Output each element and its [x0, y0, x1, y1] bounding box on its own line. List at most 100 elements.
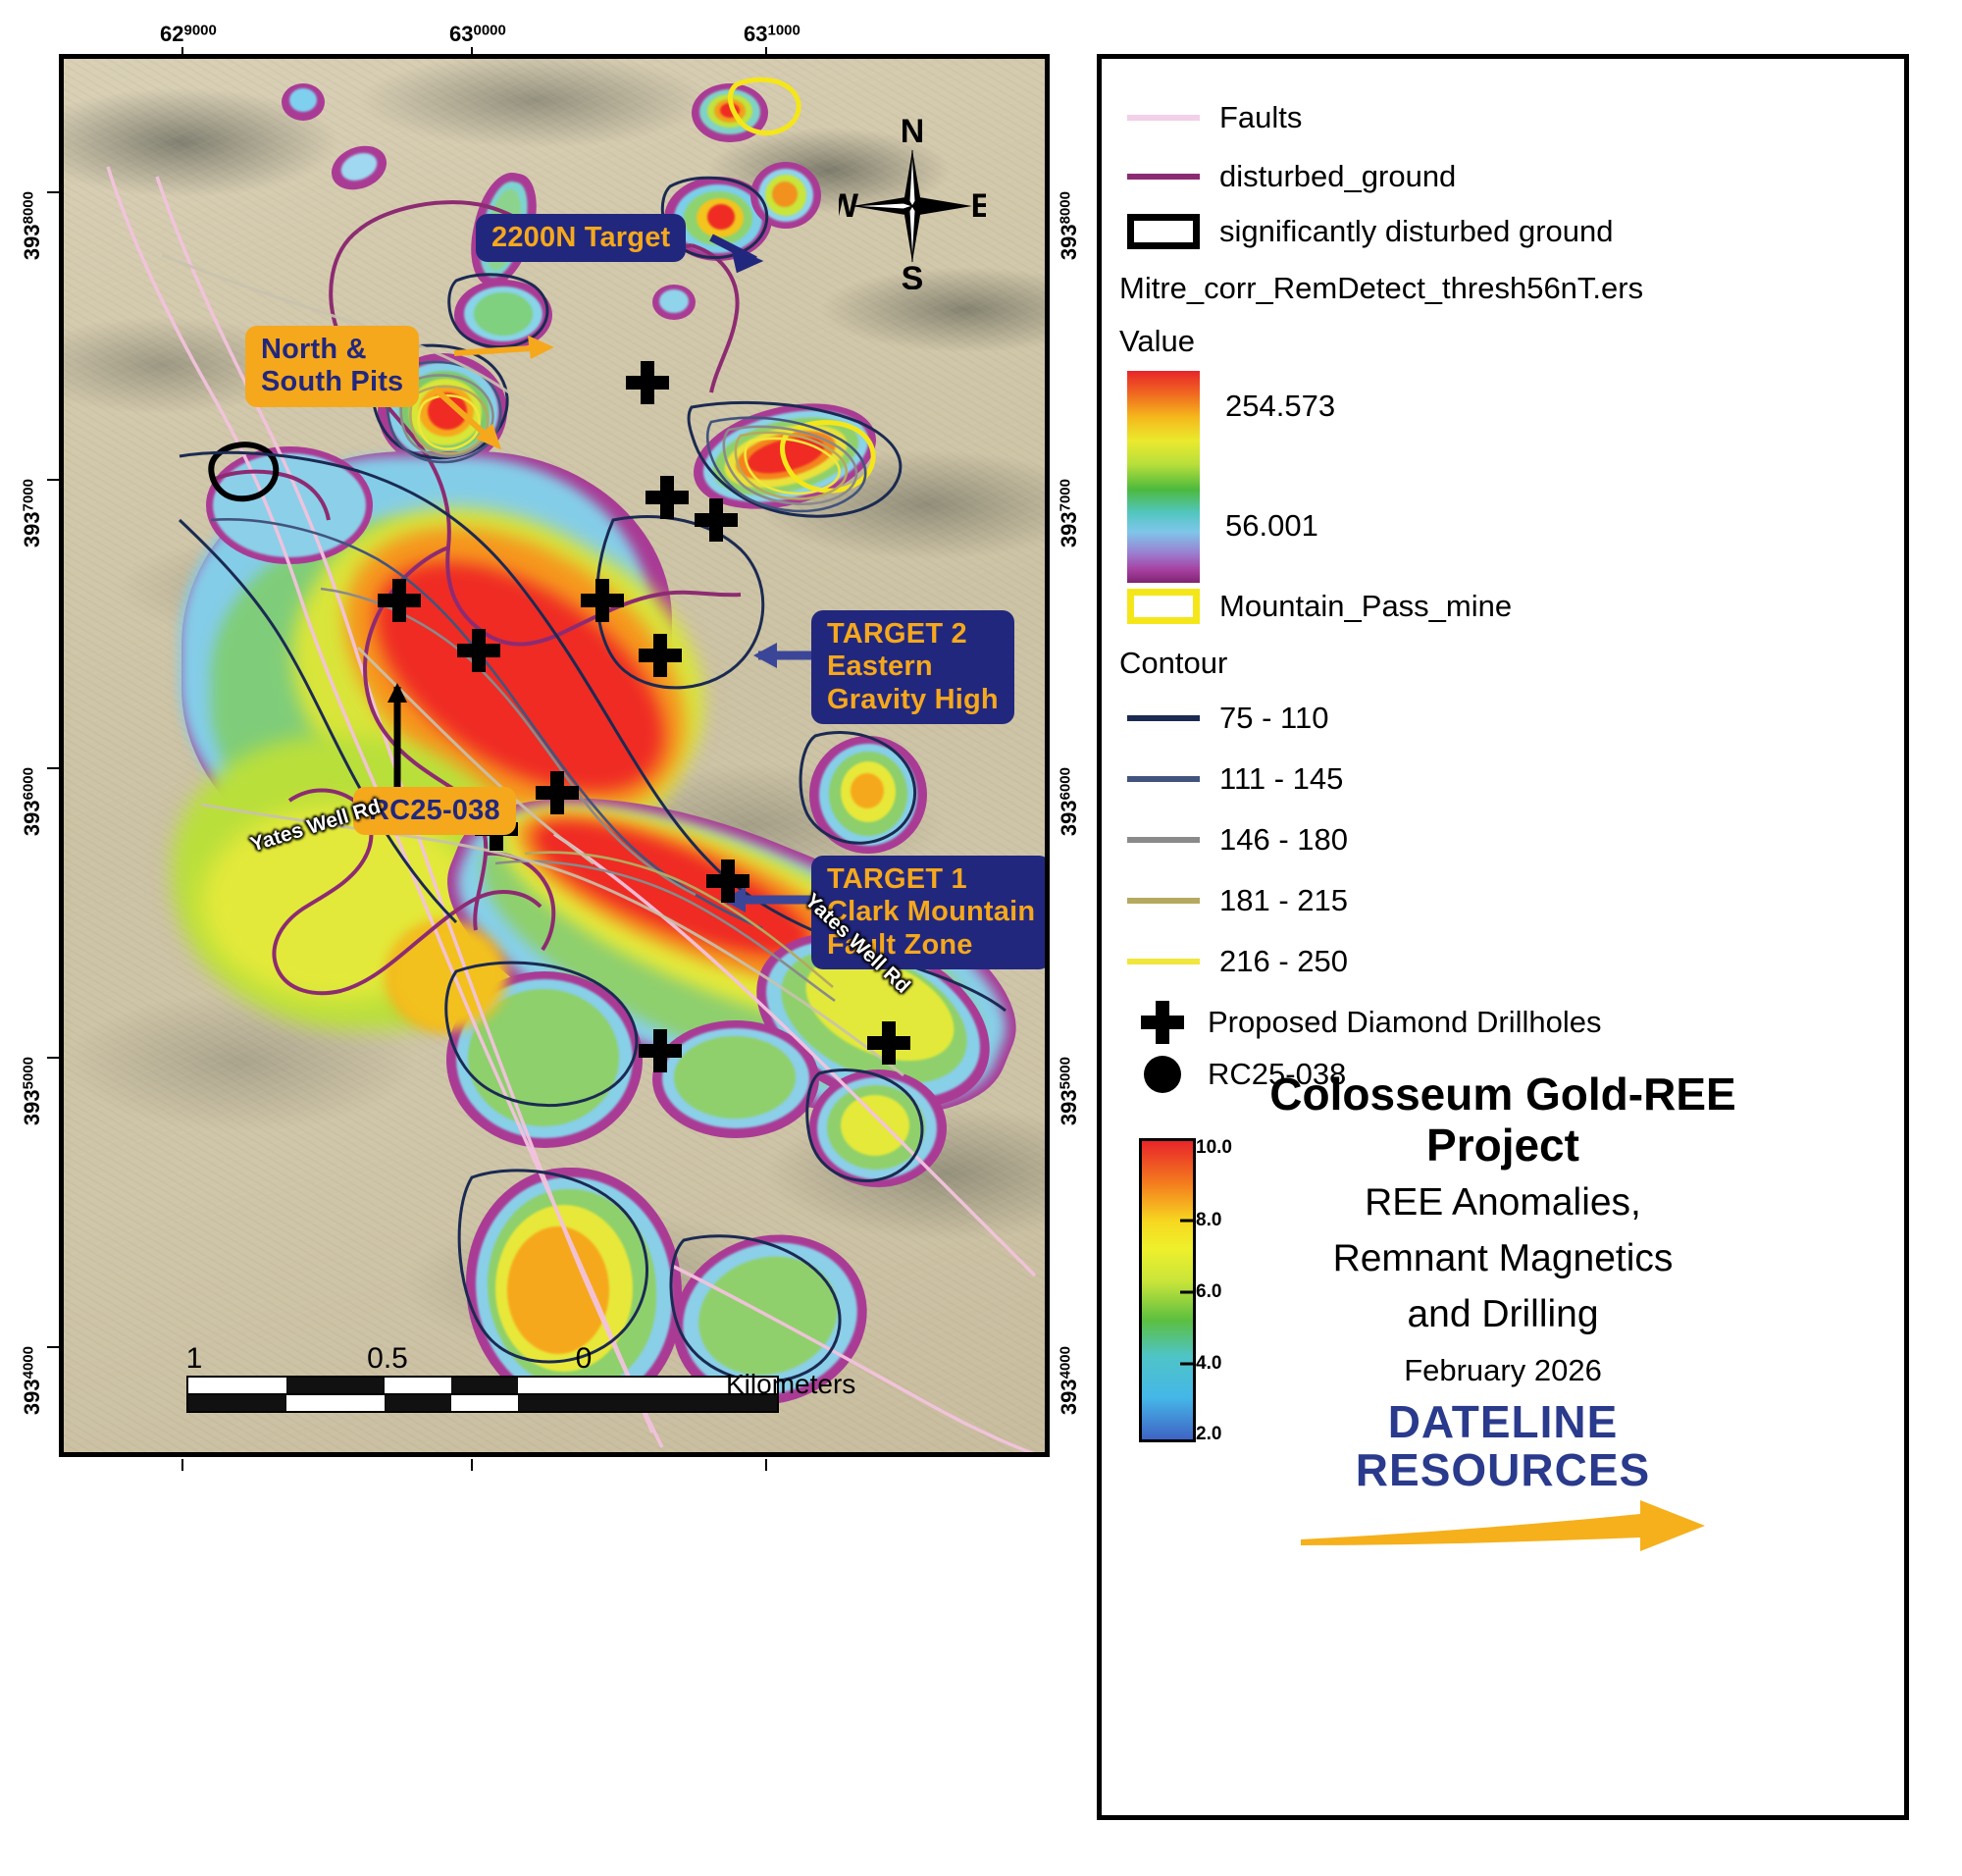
logo-line-1: DATELINE — [1387, 1396, 1619, 1447]
y-axis-minor: 4000 — [1057, 1346, 1074, 1380]
y-axis-minor: 7000 — [20, 479, 37, 512]
legend-panel: Faults disturbed_ground significantly di… — [1097, 54, 1909, 1820]
y-axis-major: 393 — [20, 800, 44, 837]
x-tick-0 — [181, 47, 183, 59]
roads-layer — [161, 253, 904, 1077]
logo-line-2: RESOURCES — [1355, 1443, 1651, 1495]
callout-line: North & — [261, 334, 367, 365]
rc25-038-dot-icon — [1144, 1056, 1181, 1093]
x-tick-2 — [765, 47, 767, 59]
legend-label: RC25-038 — [1208, 1057, 1347, 1091]
mountain-pass-box-swatch — [1127, 589, 1200, 624]
callout-2200n-target[interactable]: 2200N Target — [476, 214, 687, 263]
y-axis-major: 393 — [1057, 800, 1081, 837]
contour-line-swatch — [1127, 776, 1200, 782]
subtitle-line-2: Remnant Magnetics — [1332, 1236, 1674, 1279]
y-axis-minor: 5000 — [20, 1057, 37, 1090]
value-color-ramp — [1127, 371, 1200, 583]
callout-line: South Pits — [261, 366, 404, 398]
callout-target-2[interactable]: TARGET 2 Eastern Gravity High — [811, 610, 1014, 725]
legend-contour-181-215[interactable]: 181 - 215 — [1102, 883, 1904, 918]
y-axis-label-4: 3934000 — [20, 1346, 45, 1415]
legend-item-rc25-038[interactable]: RC25-038 — [1102, 1056, 1904, 1093]
legend-contour-216-250[interactable]: 216 - 250 — [1102, 944, 1904, 979]
value-header: Value — [1119, 324, 1195, 358]
y-axis-major: 393 — [1057, 1379, 1081, 1416]
scale-tick-label: 0 — [575, 1342, 593, 1375]
significantly-disturbed-ground-layer — [208, 442, 280, 502]
legend-label: 75 - 110 — [1219, 701, 1329, 735]
y-axis-label-0: 3938000 — [20, 191, 45, 260]
value-min-label: 56.001 — [1225, 508, 1318, 543]
proposed-drillhole-markers — [378, 361, 910, 1072]
x-tick-0-bottom — [181, 1459, 183, 1471]
legend-label: 146 - 180 — [1219, 822, 1348, 857]
y-axis-minor: 8000 — [20, 191, 37, 225]
x-axis-major: 62 — [160, 22, 184, 46]
y-axis-major: 393 — [20, 224, 44, 261]
y-axis-major: 393 — [1057, 511, 1081, 548]
x-axis-major: 63 — [744, 22, 768, 46]
x-axis-minor: 0000 — [473, 22, 506, 39]
scale-bar-labels: 1 0.5 0 — [186, 1342, 779, 1376]
disturbed-ground-line-swatch — [1127, 174, 1200, 180]
x-axis-minor: 1000 — [767, 22, 800, 39]
colorbar-tick-label: 6.0 — [1196, 1281, 1222, 1302]
y-axis-major: 393 — [1057, 224, 1081, 261]
compass-south: S — [902, 260, 924, 289]
y-axis-minor: 4000 — [20, 1346, 37, 1380]
y-tick-0 — [47, 191, 59, 193]
legend-label: Proposed Diamond Drillholes — [1208, 1005, 1602, 1039]
contour-line-swatch — [1127, 715, 1200, 721]
y-tick-4 — [47, 1346, 59, 1348]
x-axis-label-2: 631000 — [744, 22, 800, 47]
y-tick-3 — [47, 1057, 59, 1059]
legend-contour-146-180[interactable]: 146 - 180 — [1102, 822, 1904, 858]
legend-item-mountain-pass-mine[interactable]: Mountain_Pass_mine — [1102, 589, 1904, 624]
y-axis-major: 393 — [20, 1089, 44, 1126]
raster-layer-name: Mitre_corr_RemDetect_thresh56nT.ers — [1119, 271, 1644, 305]
y-axis-minor: 8000 — [1057, 191, 1074, 225]
title-line-2: Project — [1426, 1119, 1579, 1171]
map-frame: N E S W 2200N Target North & South Pits … — [59, 54, 1050, 1457]
legend-item-proposed-drillholes[interactable]: Proposed Diamond Drillholes — [1102, 1001, 1904, 1044]
compass-rose: N E S W — [839, 113, 986, 289]
legend-item-faults[interactable]: Faults — [1102, 100, 1904, 135]
contour-header: Contour — [1119, 646, 1228, 680]
contours-111-145 — [210, 360, 867, 930]
legend-label: Mountain_Pass_mine — [1219, 589, 1513, 623]
legend-label: disturbed_ground — [1219, 159, 1457, 193]
legend-item-significantly-disturbed-ground[interactable]: significantly disturbed ground — [1102, 214, 1904, 249]
callout-rc25-038[interactable]: RC25-038 — [353, 787, 516, 836]
callout-line: Clark Mountain — [827, 896, 1036, 928]
callout-north-south-pits[interactable]: North & South Pits — [245, 326, 420, 407]
callout-target-1[interactable]: TARGET 1 Clark Mountain Fault Zone — [811, 856, 1045, 970]
colorbar — [1139, 1138, 1196, 1442]
legend-contour-75-110[interactable]: 75 - 110 — [1102, 701, 1904, 736]
colorbar-tick-label: 2.0 — [1196, 1424, 1222, 1444]
faults-line-swatch — [1127, 115, 1200, 121]
x-tick-1-bottom — [471, 1459, 473, 1471]
x-axis-label-1: 630000 — [449, 22, 506, 47]
value-ramp-block: 254.573 56.001 — [1102, 371, 1904, 597]
y-axis-minor: 6000 — [1057, 767, 1074, 801]
y-tick-1 — [47, 479, 59, 481]
contour-line-swatch — [1127, 837, 1200, 843]
x-axis-minor: 9000 — [183, 22, 217, 39]
callout-line: RC25-038 — [369, 795, 500, 826]
company-logo[interactable]: DATELINE RESOURCES — [1102, 1398, 1904, 1555]
legend-contour-111-145[interactable]: 111 - 145 — [1102, 761, 1904, 797]
legend-label: 216 - 250 — [1219, 944, 1348, 978]
legend-item-disturbed-ground[interactable]: disturbed_ground — [1102, 159, 1904, 194]
map-canvas[interactable]: N E S W 2200N Target North & South Pits … — [64, 59, 1045, 1452]
y-axis-minor: 5000 — [1057, 1057, 1074, 1090]
title-line-1: Colosseum Gold-REE — [1269, 1068, 1736, 1120]
callout-line: 2200N Target — [491, 222, 671, 253]
y-axis-right-label-2: 3936000 — [1057, 767, 1082, 836]
colorbar-block: 10.0 8.0 6.0 4.0 2.0 — [1102, 1137, 1904, 1462]
y-axis-minor: 6000 — [20, 767, 37, 801]
compass-north: N — [901, 113, 925, 150]
contours-146-180 — [320, 374, 858, 1003]
y-axis-right-label-1: 3937000 — [1057, 479, 1082, 547]
colorbar-tick-label: 10.0 — [1196, 1137, 1232, 1158]
